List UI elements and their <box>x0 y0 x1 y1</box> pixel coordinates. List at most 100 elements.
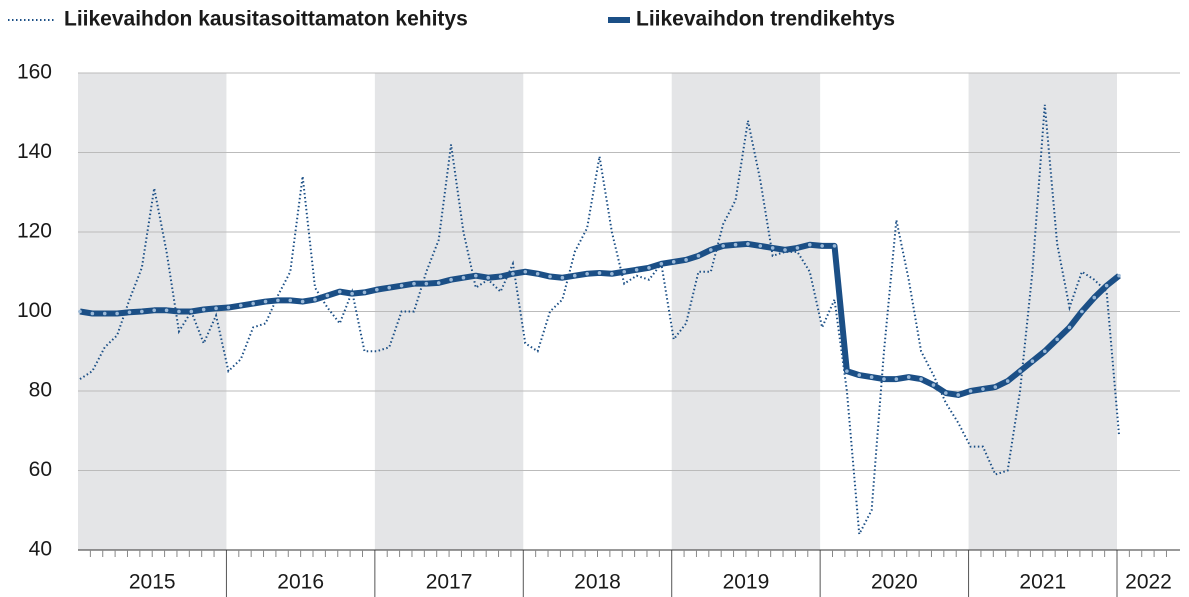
y-tick-label: 140 <box>17 140 52 163</box>
line-point <box>387 285 392 290</box>
line-point <box>634 267 639 272</box>
y-tick-label: 60 <box>29 458 52 481</box>
line-point <box>449 277 453 282</box>
line-point <box>671 260 676 264</box>
line-point <box>721 244 725 248</box>
line-point <box>993 385 998 389</box>
line-point <box>523 269 528 274</box>
line-point <box>560 275 565 280</box>
x-tick-label: 2021 <box>1019 571 1066 594</box>
line-point <box>238 303 243 308</box>
line-point <box>820 244 824 248</box>
line-point <box>981 387 985 391</box>
line-point <box>201 307 206 312</box>
line-point <box>350 291 354 296</box>
x-tick-label: 2020 <box>871 571 918 594</box>
line-point <box>1055 337 1059 342</box>
line-point <box>535 271 540 276</box>
line-point <box>214 306 218 311</box>
line-point <box>548 274 552 279</box>
line-point <box>140 309 144 314</box>
y-tick-label: 80 <box>29 379 52 402</box>
line-point <box>1042 349 1047 354</box>
line-point <box>102 311 107 316</box>
line-point <box>795 246 800 250</box>
line-point <box>300 299 305 304</box>
line-point <box>436 281 441 285</box>
line-point <box>597 271 602 275</box>
line-point <box>1092 295 1097 300</box>
line-point <box>263 299 268 304</box>
line-point <box>610 271 614 276</box>
line-point <box>325 293 330 298</box>
line-point <box>733 242 738 247</box>
x-tick-label: 2015 <box>129 571 176 594</box>
x-tick-label: 2022 <box>1125 571 1172 594</box>
line-point <box>1117 273 1121 278</box>
line-point <box>944 391 948 395</box>
line-point <box>869 375 874 379</box>
line-point <box>783 248 787 252</box>
line-point <box>251 301 255 306</box>
line-point <box>1030 359 1035 363</box>
x-tick-label: 2018 <box>574 571 621 594</box>
line-point <box>276 298 280 303</box>
line-point <box>474 273 478 278</box>
line-point <box>177 309 181 314</box>
line-point <box>919 377 923 381</box>
y-tick-label: 120 <box>17 220 52 243</box>
line-point <box>78 309 82 314</box>
line-point <box>894 377 899 381</box>
line-point <box>758 244 763 248</box>
line-point <box>90 311 95 316</box>
line-point <box>746 242 750 246</box>
line-point <box>1018 369 1022 373</box>
legend-label: Liikevaihdon kausitasoittamaton kehitys <box>64 8 468 31</box>
line-point <box>956 393 961 397</box>
line-point <box>696 254 701 258</box>
line-point <box>152 308 157 313</box>
line-point <box>807 242 812 247</box>
line-point <box>684 258 688 262</box>
line-point <box>857 373 862 377</box>
line-point <box>622 269 627 274</box>
line-point <box>288 298 293 303</box>
line-point <box>115 311 119 316</box>
line-point <box>572 273 577 278</box>
line-point <box>337 289 342 294</box>
line-point <box>486 275 490 280</box>
line-point <box>399 283 404 288</box>
line-point <box>968 389 973 393</box>
line-point <box>375 287 379 292</box>
line-point <box>585 271 589 276</box>
line-point <box>832 244 837 248</box>
line-point <box>424 281 429 286</box>
line-point <box>659 262 664 266</box>
line-point <box>226 305 231 310</box>
line-series <box>79 240 1121 398</box>
line-point <box>1005 379 1010 383</box>
x-tick-label: 2019 <box>723 571 770 594</box>
line-point <box>906 375 911 379</box>
y-tick-label: 160 <box>17 61 52 84</box>
line-series <box>79 104 1120 538</box>
line-point <box>931 383 936 387</box>
line-point <box>127 310 132 315</box>
line-point <box>709 248 713 252</box>
y-tick-label: 40 <box>29 538 52 561</box>
y-tick-label: 100 <box>17 299 52 322</box>
legend-label: Liikevaihdon trendikehtys <box>636 8 895 31</box>
line-point <box>647 265 651 270</box>
line-point <box>1104 283 1109 288</box>
x-tick-label: 2016 <box>277 571 324 594</box>
line-point <box>770 246 775 250</box>
line-point <box>313 297 317 302</box>
line-point <box>511 271 515 276</box>
line-point <box>362 290 367 295</box>
line-point <box>845 369 849 373</box>
line-point <box>1080 309 1084 314</box>
line-point <box>189 309 194 314</box>
line-point <box>882 377 886 381</box>
